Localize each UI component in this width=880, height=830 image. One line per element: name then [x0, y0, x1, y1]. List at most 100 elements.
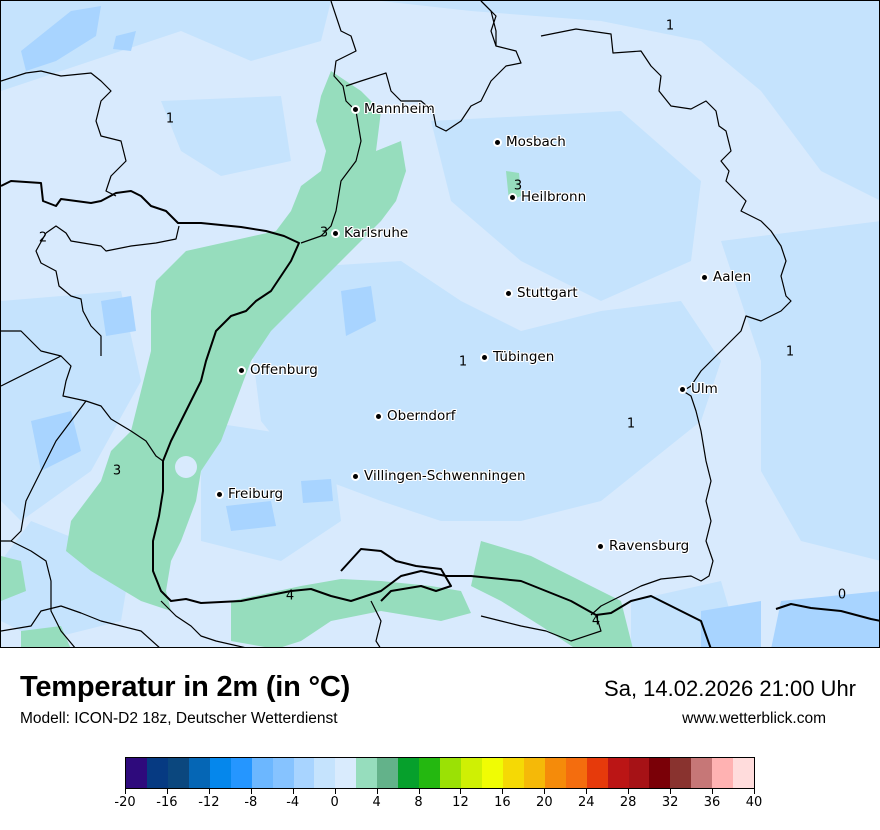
contour-value-label: 2 [38, 230, 48, 246]
colder-patches [21, 6, 879, 647]
temperature-colorbar [125, 757, 755, 789]
colorbar-segment [691, 758, 713, 788]
city-marker: Stuttgart [506, 285, 578, 301]
colorbar-tick-label: -16 [156, 795, 178, 810]
city-dot-icon [482, 354, 487, 360]
contour-value-label: 1 [785, 344, 795, 360]
colorbar-segment [146, 758, 168, 788]
city-dot-icon [506, 290, 511, 296]
colorbar-segment [314, 758, 336, 788]
colorbar-segment [398, 758, 420, 788]
city-label: Karlsruhe [344, 225, 409, 241]
city-label: Mannheim [364, 101, 435, 117]
colorbar-tick [544, 789, 546, 794]
colorbar-tick [292, 789, 294, 794]
city-marker: Tübingen [482, 349, 554, 365]
city-dot-icon [598, 543, 603, 549]
city-label: Heilbronn [521, 189, 587, 205]
colorbar-tick-label: 32 [661, 795, 679, 810]
colorbar-segment [461, 758, 482, 788]
colorbar-tick-label: 40 [745, 795, 763, 810]
city-dot-icon [217, 491, 222, 497]
colorbar-tick-label: 28 [619, 795, 637, 810]
map-canvas [1, 1, 879, 647]
colorbar-tick-label: 4 [372, 795, 381, 810]
contour-value-label: 1 [458, 354, 468, 370]
chart-title: Temperatur in 2m (in °C) [20, 671, 351, 703]
city-marker: Freiburg [217, 486, 283, 502]
colorbar-tick-label: 8 [414, 795, 423, 810]
colorbar-tick-label: 36 [703, 795, 721, 810]
colorbar-segment [167, 758, 189, 788]
colorbar-tick-label: 0 [330, 795, 339, 810]
colorbar-segment [188, 758, 210, 788]
colorbar-segment [356, 758, 378, 788]
city-marker: Mosbach [495, 134, 566, 150]
colorbar-tick [125, 789, 126, 794]
colorbar-tick-label: 24 [577, 795, 595, 810]
city-label: Aalen [713, 269, 752, 285]
colorbar-tick-label: -8 [244, 795, 258, 810]
colorbar-segment [712, 758, 734, 788]
city-marker: Oberndorf [376, 408, 456, 424]
colorbar-tick [712, 789, 714, 794]
colorbar-tick [628, 789, 630, 794]
forecast-datetime: Sa, 14.02.2026 21:00 Uhr [604, 676, 856, 701]
colorbar-segment [209, 758, 231, 788]
city-dot-icon [353, 106, 358, 112]
colorbar-segment [586, 758, 608, 788]
colorbar-tick-label: -4 [286, 795, 300, 810]
city-label: Ravensburg [609, 538, 690, 554]
colorbar-tick [754, 789, 755, 794]
city-label: Mosbach [506, 134, 566, 150]
colorbar-segment [335, 758, 357, 788]
colorbar-tick-label: 16 [494, 795, 511, 810]
colorbar-segment [565, 758, 587, 788]
colorbar-segment [607, 758, 629, 788]
city-label: Freiburg [228, 486, 284, 502]
colorbar-tick [334, 789, 336, 794]
city-label: Villingen-Schwenningen [364, 468, 526, 484]
contour-value-label: 0 [837, 587, 847, 603]
colorbar-tick [418, 789, 420, 794]
colorbar-tick [208, 789, 210, 794]
colorbar-segment [419, 758, 441, 788]
colorbar-segment [126, 758, 147, 788]
city-marker: Mannheim [353, 101, 435, 117]
city-dot-icon [239, 367, 244, 373]
colorbar-tick [502, 789, 504, 794]
website-link[interactable]: www.wetterblick.com [682, 710, 826, 727]
city-label: Ulm [691, 381, 718, 397]
colorbar-segment [733, 758, 755, 788]
city-label: Offenburg [250, 362, 318, 378]
model-info: Modell: ICON-D2 18z, Deutscher Wetterdie… [20, 710, 338, 727]
contour-value-label: 3 [112, 463, 122, 479]
city-dot-icon [495, 139, 500, 145]
colorbar-tick-label: 12 [452, 795, 469, 810]
contour-value-label: 3 [513, 178, 523, 194]
colorbar-segment [502, 758, 524, 788]
city-dot-icon [353, 473, 358, 479]
city-dot-icon [680, 386, 685, 392]
colorbar-segment [293, 758, 315, 788]
city-marker: Aalen [702, 269, 751, 285]
temperature-map[interactable]: Mannheim Mosbach Heilbronn Karlsruhe Aalen St… [0, 0, 880, 648]
city-marker: Ravensburg [598, 538, 689, 554]
colorbar-tick-label: -20 [114, 795, 136, 810]
colorbar-segment [523, 758, 545, 788]
city-dot-icon [702, 274, 707, 280]
city-label: Oberndorf [387, 408, 456, 424]
borders [1, 1, 879, 647]
colorbar-segment [628, 758, 650, 788]
contour-value-label: 1 [665, 18, 675, 34]
city-marker: Villingen-Schwenningen [353, 468, 526, 484]
colorbar-segment [481, 758, 503, 788]
city-marker: Karlsruhe [333, 225, 408, 241]
contour-value-label: 1 [626, 416, 636, 432]
colorbar-segment [251, 758, 273, 788]
colorbar-ticks: -20 -16 -12 -8 -4 0 4 8 12 16 20 24 28 32 36 40 [114, 789, 762, 819]
colorbar-segment [544, 758, 566, 788]
colorbar-tick [460, 789, 462, 794]
colorbar-tick [670, 789, 672, 794]
city-label: Stuttgart [517, 285, 578, 301]
